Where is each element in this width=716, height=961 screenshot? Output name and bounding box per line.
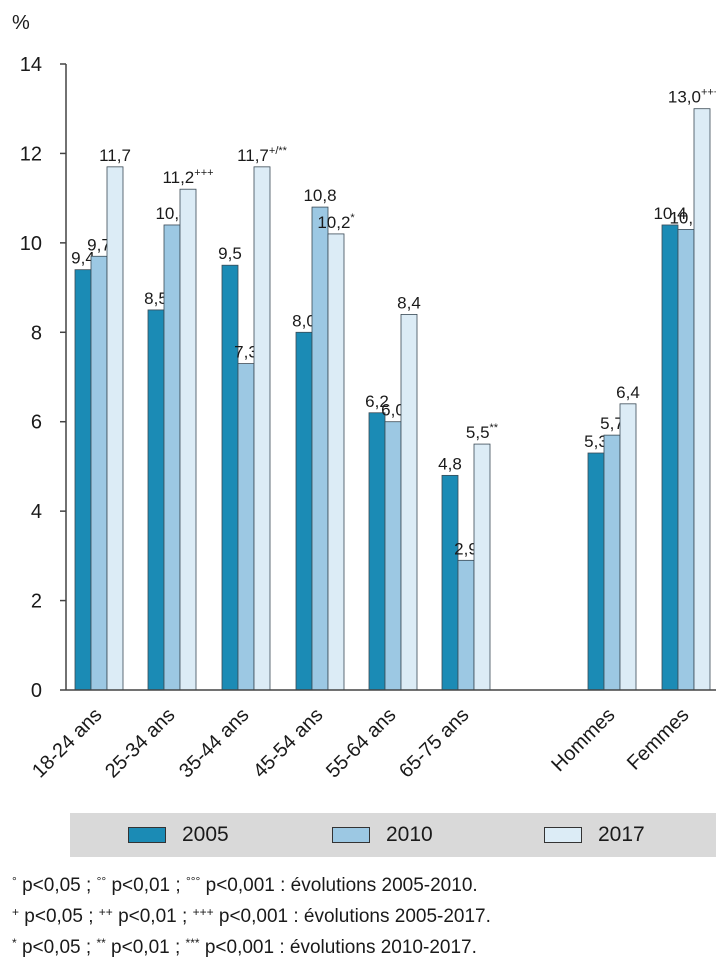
- legend-label-2010: 2010: [386, 823, 433, 846]
- y-tick-label: 12: [20, 143, 42, 165]
- bar: [311, 206, 329, 691]
- x-tick-label: 18-24 ans: [28, 704, 106, 782]
- data-label: 8,5: [144, 289, 168, 308]
- data-label: 8,4: [397, 293, 421, 312]
- x-tick-label: 55-64 ans: [322, 704, 400, 782]
- legend-swatch-2017: [544, 827, 582, 843]
- legend-swatch-2005: [128, 827, 166, 843]
- data-label: 6,2: [365, 392, 389, 411]
- data-label: 11,7: [99, 146, 131, 165]
- bar: [90, 255, 108, 691]
- y-tick-label: 6: [31, 412, 42, 434]
- bar: [179, 188, 197, 691]
- bar: [603, 434, 621, 691]
- legend-item-2017: 2017: [544, 823, 645, 846]
- note-text: p<0,05 ;: [16, 937, 97, 958]
- note-line: * p<0,05 ; ** p<0,01 ; *** p<0,001 : évo…: [12, 930, 491, 961]
- legend-item-2010: 2010: [332, 823, 433, 846]
- data-label: 10,8: [303, 186, 336, 205]
- bar: [384, 421, 402, 691]
- note-text: p<0,001 : évolutions 2010-2017.: [199, 937, 477, 958]
- data-label: 13,0+++/***: [668, 87, 716, 107]
- legend-label-2005: 2005: [182, 823, 229, 846]
- legend-item-2005: 2005: [128, 823, 229, 846]
- y-tick-label: 0: [31, 680, 42, 702]
- note-symbol: °: [12, 874, 17, 888]
- y-tick-label: 8: [31, 322, 42, 344]
- x-tick-label: Femmes: [623, 704, 694, 775]
- data-label: 7,3: [234, 343, 258, 362]
- note-symbol: *: [12, 936, 17, 950]
- note-text: p<0,01 ;: [105, 937, 186, 958]
- note-text: p<0,05 ;: [16, 875, 97, 896]
- note-symbol: ++: [98, 905, 113, 919]
- x-tick-label: Hommes: [547, 704, 619, 776]
- note-text: p<0,01 ;: [112, 906, 193, 927]
- bar: [661, 224, 679, 691]
- bar: [147, 309, 165, 691]
- x-tick-label: 35-44 ans: [175, 704, 253, 782]
- note-line: + p<0,05 ; ++ p<0,01 ; +++ p<0,001 : évo…: [12, 899, 491, 930]
- bar: [163, 224, 181, 691]
- y-tick-label: 2: [31, 591, 42, 613]
- y-tick-label: 14: [20, 54, 42, 76]
- bar: [693, 108, 711, 691]
- bar: [327, 233, 345, 691]
- y-tick-label: 10: [20, 233, 42, 255]
- data-label: 9,4: [71, 249, 95, 268]
- significance-notes: ° p<0,05 ; °° p<0,01 ; °°° p<0,001 : évo…: [12, 868, 491, 961]
- note-text: p<0,001 : évolutions 2005-2010.: [200, 875, 478, 896]
- bar: [587, 452, 605, 691]
- note-text: p<0,001 : évolutions 2005-2017.: [213, 906, 491, 927]
- data-label: 5,5**: [466, 422, 499, 442]
- note-text: p<0,01 ;: [106, 875, 186, 896]
- bar: [368, 412, 386, 691]
- bar: [473, 443, 491, 691]
- legend-swatch-2010: [332, 827, 370, 843]
- data-label: 11,2+++: [162, 167, 213, 187]
- data-label: 2,9: [454, 539, 478, 558]
- x-tick-label: 25-34 ans: [101, 704, 179, 782]
- data-label: 8,0: [292, 311, 316, 330]
- note-symbol: **: [96, 936, 106, 950]
- data-label: 11,7+/**: [237, 145, 288, 165]
- bar: [457, 559, 475, 691]
- bar: [619, 403, 637, 691]
- bar: [221, 264, 239, 691]
- note-symbol: +: [12, 905, 20, 919]
- data-label: 6,4: [616, 383, 640, 402]
- bar: [74, 269, 92, 691]
- y-axis-label: %: [12, 12, 30, 34]
- data-label: 6,0: [381, 401, 405, 420]
- note-symbol: °°°: [185, 874, 201, 888]
- note-text: p<0,05 ;: [19, 906, 99, 927]
- legend: 2005 2010 2017: [70, 813, 716, 857]
- note-symbol: °°: [96, 874, 107, 888]
- legend-label-2017: 2017: [598, 823, 645, 846]
- data-label: 5,3: [584, 432, 608, 451]
- x-tick-label: 45-54 ans: [249, 704, 327, 782]
- bar: [106, 166, 124, 691]
- note-line: ° p<0,05 ; °° p<0,01 ; °°° p<0,001 : évo…: [12, 868, 491, 899]
- data-label: 5,7: [600, 414, 624, 433]
- data-label: 9,7: [87, 235, 111, 254]
- note-symbol: +++: [192, 905, 214, 919]
- note-symbol: ***: [185, 936, 200, 950]
- bar: [237, 363, 255, 691]
- bar: [295, 331, 313, 691]
- bar: [400, 313, 418, 691]
- data-label: 9,5: [218, 244, 242, 263]
- data-label: 10,2*: [317, 212, 355, 232]
- bar: [253, 166, 271, 691]
- bar-chart: % 0 2 4 6 8 10 12 14 9,49,7 11,7 8,5 10,4 11,2+++ 9,5 7…: [12, 12, 716, 782]
- bar: [677, 229, 695, 691]
- data-label: 10,4: [653, 204, 686, 223]
- y-tick-label: 4: [31, 501, 42, 523]
- data-label: 4,8: [438, 454, 462, 473]
- x-tick-label: 65-75 ans: [395, 704, 473, 782]
- bar: [441, 474, 459, 691]
